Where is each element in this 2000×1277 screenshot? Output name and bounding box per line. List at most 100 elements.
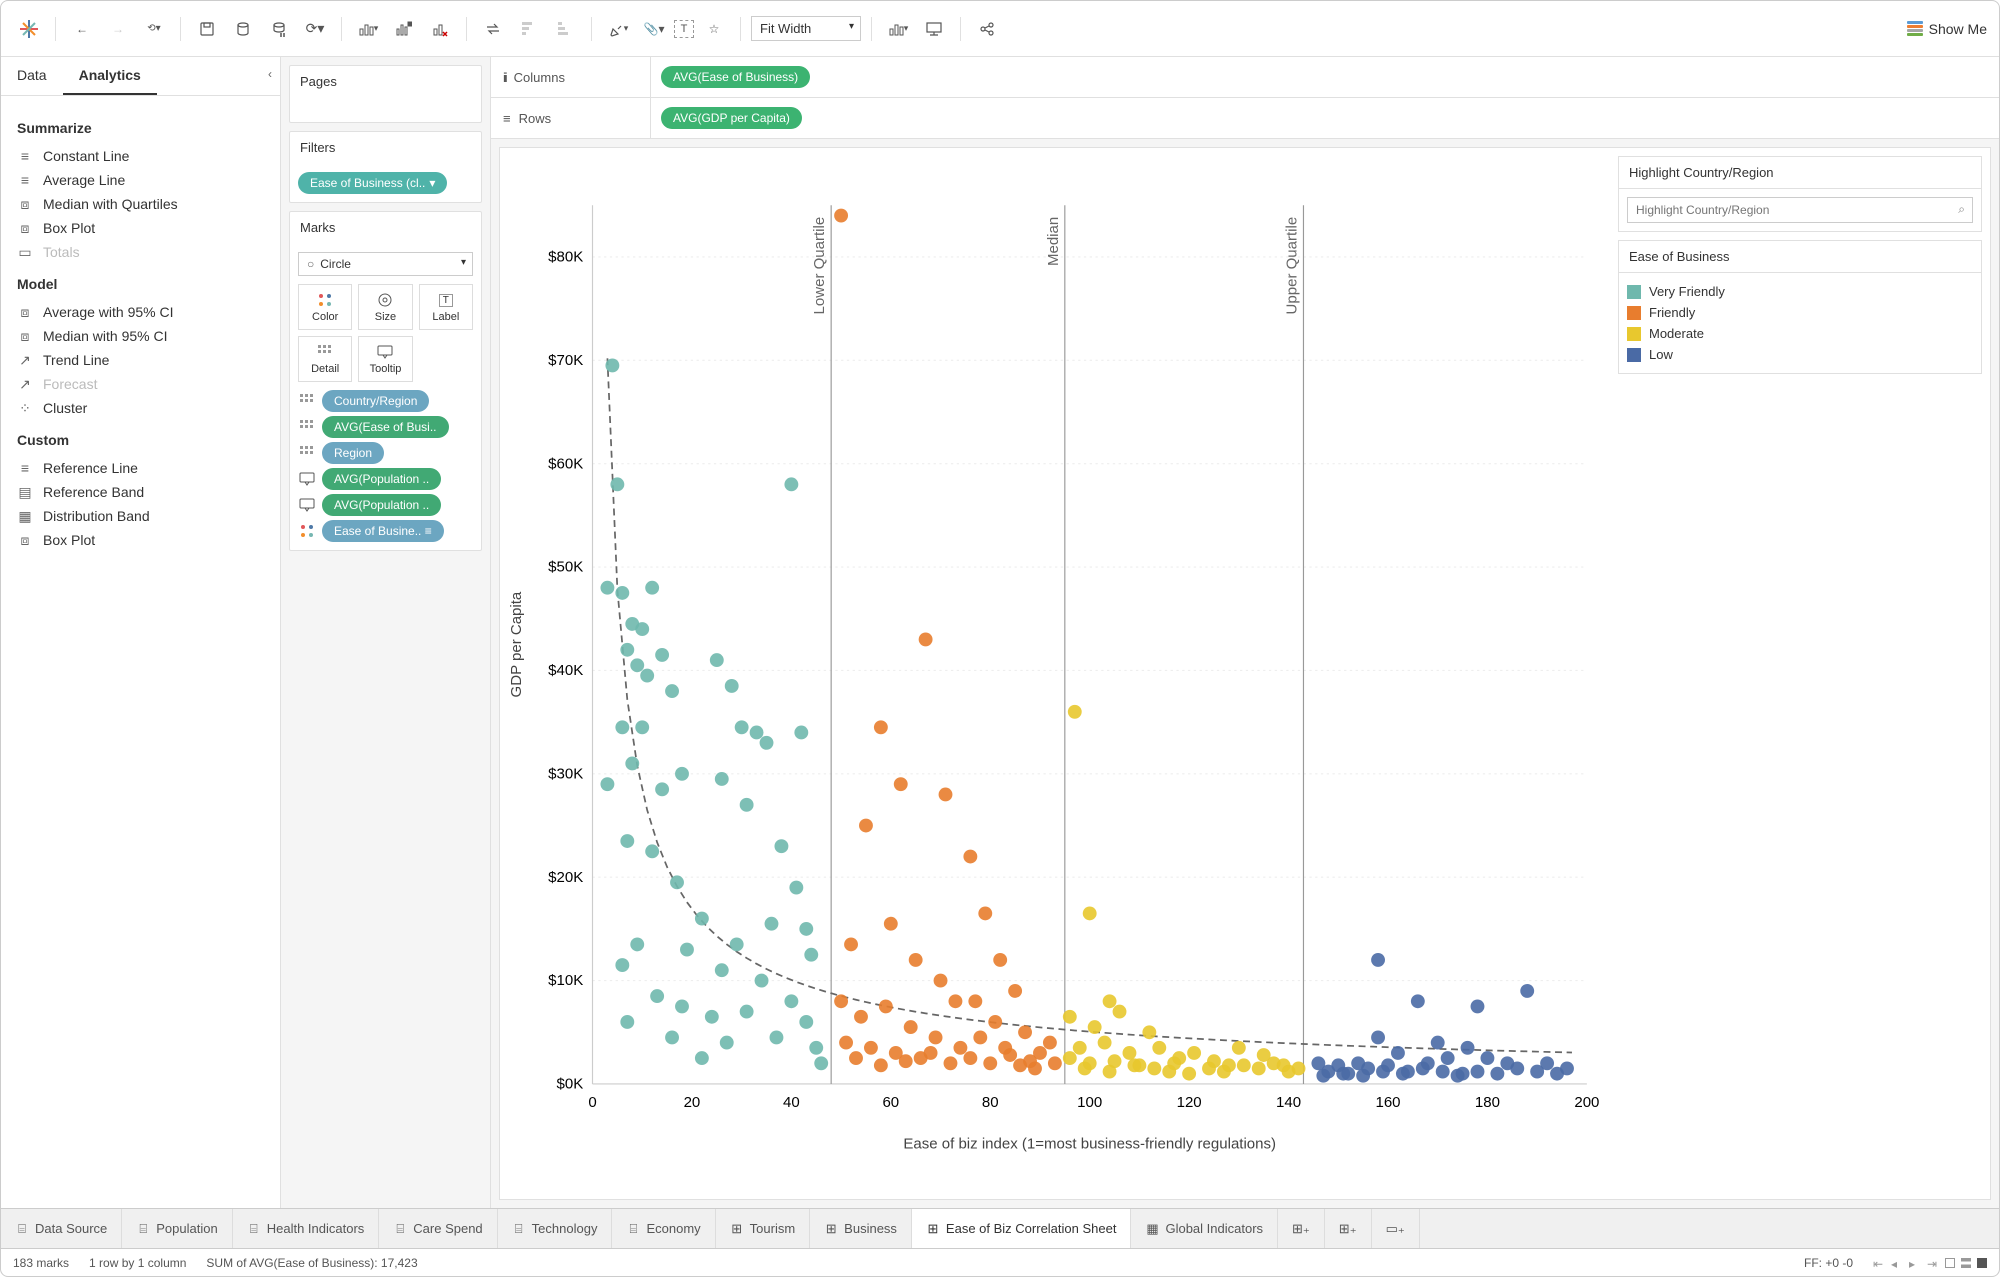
cards-pane: Pages Filters Ease of Business (cl.. ▾ M… <box>281 57 491 1208</box>
show-me-button[interactable]: Show Me <box>1907 21 1987 37</box>
highlight-button[interactable]: ▾ <box>602 13 634 45</box>
legend-item[interactable]: Moderate <box>1627 323 1973 344</box>
analytics-item[interactable]: ≡Reference Line <box>17 456 264 480</box>
sheet-tab[interactable]: ⌸Care Spend <box>379 1209 497 1248</box>
collapse-pane-button[interactable]: ‹ <box>260 57 280 95</box>
svg-text:Lower Quartile: Lower Quartile <box>811 217 828 315</box>
sheet-tab[interactable]: ⌸Population <box>122 1209 232 1248</box>
share-button[interactable] <box>971 13 1003 45</box>
scatter-chart[interactable]: $0K$10K$20K$30K$40K$50K$60K$70K$80K02040… <box>500 148 1610 1199</box>
sheet-tab[interactable]: ⌸Economy <box>612 1209 715 1248</box>
clear-button[interactable] <box>424 13 456 45</box>
sheet-tab[interactable]: ⌸Technology <box>498 1209 613 1248</box>
svg-text:Median: Median <box>1045 217 1062 266</box>
new-worksheet-button[interactable]: ⊞₊ <box>1278 1209 1325 1248</box>
new-data-button[interactable] <box>227 13 259 45</box>
attach-button[interactable]: 📎▾ <box>638 13 670 45</box>
show-me-label: Show Me <box>1929 21 1987 37</box>
mark-pill[interactable]: AVG(Population .. <box>322 494 441 516</box>
mark-detail[interactable]: Detail <box>298 336 352 382</box>
duplicate-button[interactable] <box>388 13 420 45</box>
analytics-item[interactable]: ≡Constant Line <box>17 144 264 168</box>
back-button[interactable]: ← <box>66 13 98 45</box>
svg-text:$30K: $30K <box>548 765 583 782</box>
svg-text:120: 120 <box>1177 1094 1202 1111</box>
sort-desc-button[interactable] <box>549 13 581 45</box>
mark-color[interactable]: Color <box>298 284 352 330</box>
sheet-tab[interactable]: ⊞Tourism <box>716 1209 811 1248</box>
svg-text:$60K: $60K <box>548 455 583 472</box>
analytics-item[interactable]: ⧈Median with 95% CI <box>17 324 264 348</box>
new-sheet-button[interactable]: ▾ <box>352 13 384 45</box>
sheet-tab[interactable]: ⌸Data Source <box>1 1209 122 1248</box>
nav-icons[interactable]: ⇤◂▸⇥ <box>1873 1257 1987 1269</box>
analytics-item[interactable]: ▭Totals <box>17 240 264 264</box>
tab-analytics[interactable]: Analytics <box>63 57 157 95</box>
mark-pill[interactable]: Country/Region <box>322 390 429 412</box>
sheet-tab[interactable]: ⌸Health Indicators <box>233 1209 380 1248</box>
analytics-item[interactable]: ⁘Cluster <box>17 396 264 420</box>
marks-header: Marks <box>290 212 481 244</box>
new-story-button[interactable]: ▭₊ <box>1372 1209 1420 1248</box>
swap-button[interactable] <box>477 13 509 45</box>
analytics-item[interactable]: ⧈Box Plot <box>17 528 264 552</box>
legend-card: Ease of Business Very FriendlyFriendlyMo… <box>1618 240 1982 374</box>
mark-tooltip[interactable]: Tooltip <box>358 336 412 382</box>
mark-pill[interactable]: AVG(Population .. <box>322 468 441 490</box>
presentation-button[interactable] <box>918 13 950 45</box>
highlight-header: Highlight Country/Region <box>1619 157 1981 189</box>
new-dashboard-button[interactable]: ⊞₊ <box>1325 1209 1372 1248</box>
highlight-input[interactable] <box>1627 197 1973 223</box>
legend-item[interactable]: Low <box>1627 344 1973 365</box>
pin-button[interactable]: ☆ <box>698 13 730 45</box>
marks-card: Marks Circle ColorSizeTLabel DetailToolti… <box>289 211 482 551</box>
legend-item[interactable]: Very Friendly <box>1627 281 1973 302</box>
legend-item[interactable]: Friendly <box>1627 302 1973 323</box>
undo-dropdown[interactable]: ⟲▾ <box>138 13 170 45</box>
text-button[interactable]: T <box>674 20 694 38</box>
analytics-item[interactable]: ⧈Box Plot <box>17 216 264 240</box>
mark-pill[interactable]: Region <box>322 442 384 464</box>
show-cards-button[interactable]: ▾ <box>882 13 914 45</box>
refresh-button[interactable]: ⟳▾ <box>299 13 331 45</box>
pause-button[interactable] <box>263 13 295 45</box>
mark-type-select[interactable]: Circle <box>298 252 473 276</box>
mark-pill[interactable]: Ease of Busine.. ≡ <box>322 520 444 542</box>
sheet-tab[interactable]: ⊞Ease of Biz Correlation Sheet <box>912 1209 1132 1248</box>
fit-select[interactable]: Fit Width <box>751 16 861 41</box>
svg-text:100: 100 <box>1077 1094 1102 1111</box>
svg-text:$70K: $70K <box>548 352 583 369</box>
columns-pill[interactable]: AVG(Ease of Business) <box>661 66 810 88</box>
filter-pill[interactable]: Ease of Business (cl.. ▾ <box>298 172 447 194</box>
tab-data[interactable]: Data <box>1 57 63 95</box>
pages-header: Pages <box>290 66 481 98</box>
analytics-item[interactable]: ≡Average Line <box>17 168 264 192</box>
svg-text:$50K: $50K <box>548 559 583 576</box>
analytics-item[interactable]: ↗Trend Line <box>17 348 264 372</box>
analytics-pane: Data Analytics ‹ Summarize ≡Constant Lin… <box>1 57 281 1208</box>
forward-button[interactable]: → <box>102 13 134 45</box>
save-button[interactable] <box>191 13 223 45</box>
svg-text:Ease of biz index (1=most busi: Ease of biz index (1=most business-frien… <box>903 1136 1276 1153</box>
status-marks: 183 marks <box>13 1256 69 1270</box>
status-sum: SUM of AVG(Ease of Business): 17,423 <box>206 1256 417 1270</box>
mark-label[interactable]: TLabel <box>419 284 473 330</box>
rows-pill[interactable]: AVG(GDP per Capita) <box>661 107 802 129</box>
status-ff: FF: +0 -0 <box>1804 1256 1853 1270</box>
svg-text:180: 180 <box>1475 1094 1500 1111</box>
analytics-item[interactable]: ▦Distribution Band <box>17 504 264 528</box>
mark-size[interactable]: Size <box>358 284 412 330</box>
sort-asc-button[interactable] <box>513 13 545 45</box>
svg-text:40: 40 <box>783 1094 800 1111</box>
svg-text:$0K: $0K <box>557 1076 584 1093</box>
analytics-item[interactable]: ↗Forecast <box>17 372 264 396</box>
legend-header: Ease of Business <box>1619 241 1981 273</box>
mark-pill[interactable]: AVG(Ease of Busi.. <box>322 416 449 438</box>
sheet-tab[interactable]: ⊞Business <box>810 1209 912 1248</box>
analytics-item[interactable]: ⧈Median with Quartiles <box>17 192 264 216</box>
analytics-item[interactable]: ▤Reference Band <box>17 480 264 504</box>
svg-text:80: 80 <box>982 1094 999 1111</box>
svg-text:Upper Quartile: Upper Quartile <box>1284 217 1301 315</box>
sheet-tab[interactable]: ▦Global Indicators <box>1131 1209 1278 1248</box>
analytics-item[interactable]: ⧈Average with 95% CI <box>17 300 264 324</box>
